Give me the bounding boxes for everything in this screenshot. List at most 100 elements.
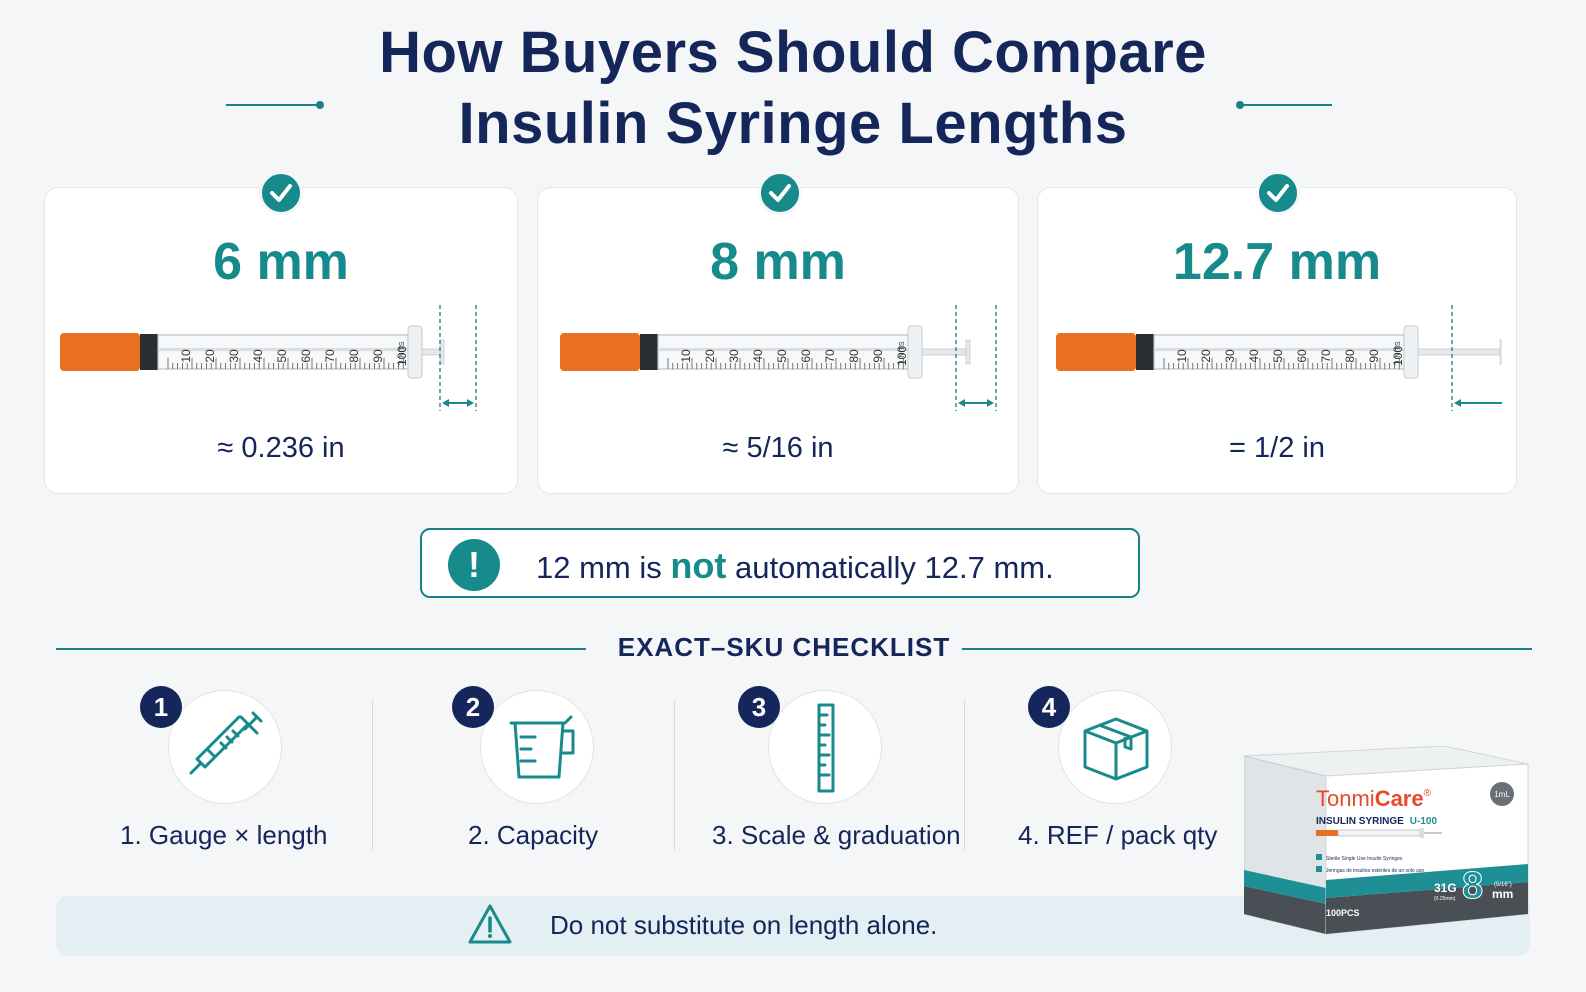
scale-tick-label: 100	[1391, 346, 1405, 366]
scale-tick-label: 60	[799, 349, 813, 363]
product-brand: TonmiCare®	[1316, 786, 1432, 811]
scale-tick-label: 90	[1367, 349, 1381, 363]
scale-tick-label: 90	[871, 349, 885, 363]
scale-unit-label: UNITS	[1395, 341, 1402, 362]
step-divider	[372, 700, 373, 850]
step-number-badge: 2	[452, 686, 494, 728]
product-needle-unit: mm	[1492, 887, 1513, 901]
step-divider	[674, 700, 675, 850]
step-icon-circle	[168, 690, 282, 804]
finger-flange	[407, 325, 423, 379]
check-icon	[1256, 171, 1300, 215]
step-label: 1. Gauge × length	[120, 820, 328, 850]
measure-arrowhead-right	[987, 399, 994, 407]
box-icon	[1083, 717, 1149, 781]
product-gauge: 31G	[1434, 881, 1457, 895]
scale-tick-label: 70	[323, 349, 337, 363]
scale-tick-label: 100	[895, 346, 909, 366]
step-label: 4. REF / pack qty	[1018, 820, 1218, 850]
measuring-cup-icon	[509, 715, 575, 779]
product-line-es: Jeringas de insulina estériles de un sol…	[1326, 868, 1424, 874]
scale-tick-label: 60	[299, 349, 313, 363]
scale-tick-label: 30	[727, 349, 741, 363]
step-number-badge: 3	[738, 686, 780, 728]
measure-arrowhead-left	[958, 399, 965, 407]
scale-tick-label: 100	[395, 346, 409, 366]
product-box-image: TonmiCare® INSULIN SYRINGE U-100 1mL Ster…	[1244, 746, 1529, 935]
product-quantity: 100PCS	[1326, 908, 1360, 918]
product-needle-length: 8	[1462, 865, 1483, 907]
product-volume: 1mL	[1494, 790, 1510, 799]
title-rule-right	[1236, 101, 1332, 109]
check-icon	[758, 171, 802, 215]
check-icon	[259, 171, 303, 215]
barrel-plunger-rod	[658, 348, 908, 351]
step-label: 3. Scale & graduation	[712, 820, 961, 850]
product-line: INSULIN SYRINGE U-100	[1316, 816, 1437, 827]
measure-arrowhead-right	[467, 399, 474, 407]
scale-tick-label: 50	[1271, 349, 1285, 363]
step-icon-circle	[768, 690, 882, 804]
plunger-rod	[421, 348, 441, 356]
barrel-plunger-rod	[1154, 348, 1404, 351]
finger-flange	[907, 325, 923, 379]
card-equivalent: ≈ 5/16 in	[722, 432, 834, 464]
card-length: 12.7 mm	[1172, 233, 1382, 291]
finger-flange	[1403, 325, 1419, 379]
barrel-plunger-rod	[158, 348, 408, 351]
plunger-thumb	[965, 339, 971, 365]
scale-tick-label: 40	[751, 349, 765, 363]
step-label: 2. Capacity	[468, 820, 599, 850]
card-length: 8 mm	[710, 233, 846, 291]
scale-tick-label: 40	[251, 349, 265, 363]
card-equivalent: = 1/2 in	[1229, 432, 1325, 464]
needle-cap	[60, 333, 140, 371]
needle-hub	[640, 334, 658, 370]
plunger-thumb	[439, 339, 445, 365]
callout-prefix: 12 mm is	[536, 550, 662, 585]
step-icon-circle	[1058, 690, 1172, 804]
measure-arrowhead-left	[442, 399, 449, 407]
scale-tick-label: 20	[203, 349, 217, 363]
product-gauge-sub: (0.25mm)	[1434, 896, 1456, 902]
scale-tick-label: 80	[1343, 349, 1357, 363]
scale-tick-label: 70	[1319, 349, 1333, 363]
ruler-icon	[817, 703, 835, 793]
scale-tick-label: 90	[371, 349, 385, 363]
warning-triangle-icon	[468, 904, 512, 944]
scale-tick-label: 80	[847, 349, 861, 363]
step-icon-circle	[480, 690, 594, 804]
step-divider	[964, 700, 965, 850]
product-line-en: Sterile Single Use Insulin Syringes	[1326, 856, 1403, 862]
exclamation-icon: !	[448, 539, 500, 591]
warning-callout: ! 12 mm is not automatically 12.7 mm.	[420, 528, 1140, 598]
scale-tick-label: 50	[775, 349, 789, 363]
substitution-warning-banner: Do not substitute on length alone.	[56, 896, 1530, 956]
checklist-rule-right	[962, 648, 1532, 650]
scale-tick-label: 10	[679, 349, 693, 363]
plunger-thumb	[1499, 339, 1502, 365]
card-equivalent: ≈ 0.236 in	[217, 432, 345, 464]
scale-tick-label: 70	[823, 349, 837, 363]
page-title-line-2: Insulin Syringe Lengths	[458, 91, 1128, 156]
page-title-line-1: How Buyers Should Compare	[379, 20, 1207, 85]
scale-tick-label: 20	[1199, 349, 1213, 363]
needle-cap	[1056, 333, 1136, 371]
scale-tick-label: 30	[227, 349, 241, 363]
step-number-badge: 1	[140, 686, 182, 728]
step-number-badge: 4	[1028, 686, 1070, 728]
card-length: 6 mm	[213, 233, 349, 291]
scale-tick-label: 50	[275, 349, 289, 363]
scale-tick-label: 40	[1247, 349, 1261, 363]
scale-tick-label: 10	[1175, 349, 1189, 363]
title-rule-left	[226, 101, 324, 109]
needle-hub	[1136, 334, 1154, 370]
scale-tick-label: 30	[1223, 349, 1237, 363]
scale-tick-label: 20	[703, 349, 717, 363]
scale-tick-label: 80	[347, 349, 361, 363]
needle-hub	[140, 334, 158, 370]
callout-suffix: automatically 12.7 mm.	[734, 550, 1054, 585]
